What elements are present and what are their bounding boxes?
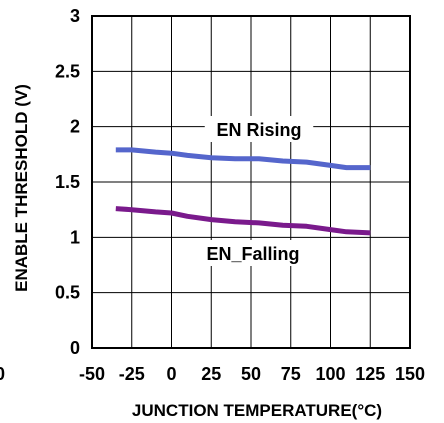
- x-tick-label: 75: [281, 364, 301, 384]
- x-tick-label: -50: [79, 364, 105, 384]
- series-label-bg: [193, 240, 313, 266]
- series-layer: [115, 147, 371, 236]
- y-tick-label: 2.5: [55, 61, 80, 81]
- stray-tick-label: 0: [0, 364, 5, 384]
- y-tick-label: 1.5: [55, 172, 80, 192]
- x-tick-label: 125: [355, 364, 385, 384]
- y-tick-label: 0.5: [55, 283, 80, 303]
- y-axis-label: ENABLE THRESHOLD (V): [12, 84, 31, 292]
- x-tick-label: 150: [395, 364, 425, 384]
- series-label-bg: [204, 116, 314, 142]
- x-tick-label: -25: [119, 364, 145, 384]
- x-tick-label: 0: [166, 364, 176, 384]
- x-axis-ticks: -50 -25 0 25 50 75 100 125 150: [79, 364, 425, 384]
- x-tick-label: 100: [315, 364, 345, 384]
- y-axis-ticks: 0 0.5 1 1.5 2 2.5 3: [55, 6, 80, 358]
- x-tick-label: 50: [241, 364, 261, 384]
- annotations: EN Rising EN_Falling: [193, 116, 314, 266]
- series-label-0: EN Rising: [216, 120, 301, 140]
- series-line-1: [115, 206, 371, 236]
- y-tick-label: 2: [70, 117, 80, 137]
- plot-frame: [91, 15, 411, 349]
- grid: [91, 15, 411, 349]
- y-tick-label: 1: [70, 227, 80, 247]
- x-tick-label: 25: [201, 364, 221, 384]
- series-line-0: [115, 147, 371, 171]
- y-tick-label: 0: [70, 338, 80, 358]
- y-tick-label: 3: [70, 6, 80, 26]
- series-label-1: EN_Falling: [206, 244, 299, 264]
- x-axis-label: JUNCTION TEMPERATURE(°C): [132, 401, 382, 420]
